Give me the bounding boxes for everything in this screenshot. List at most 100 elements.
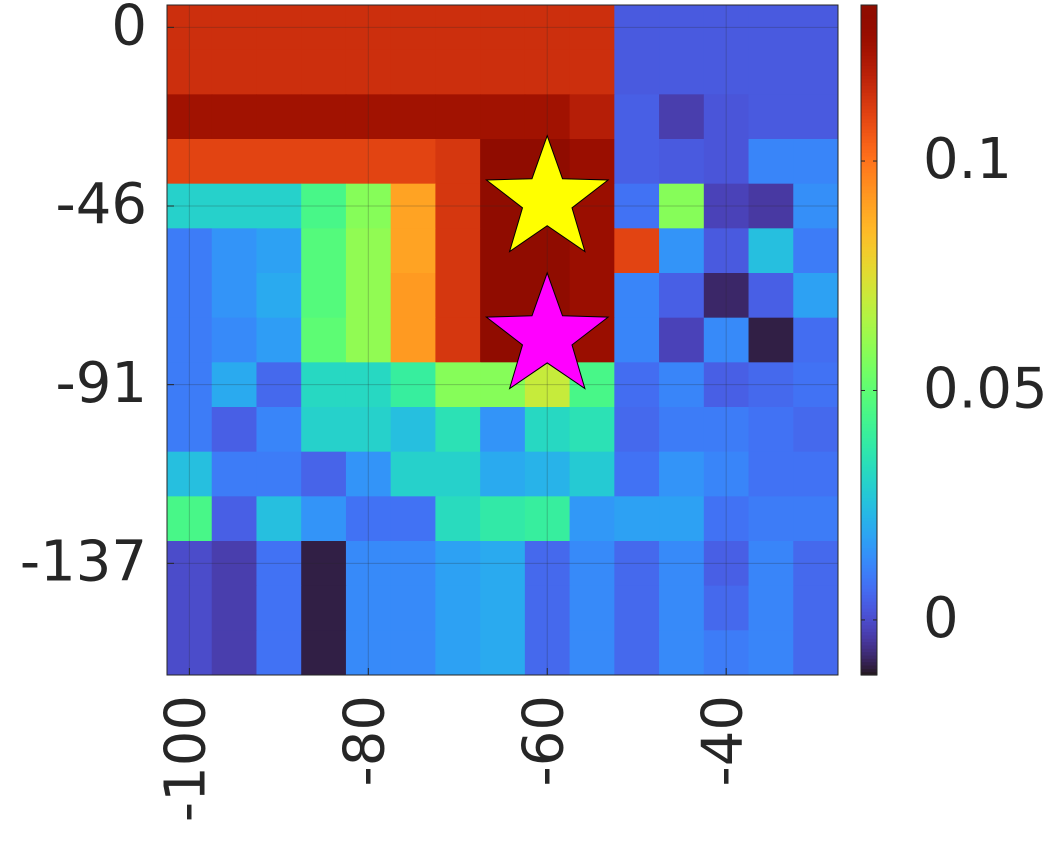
colorbar-swatch bbox=[861, 242, 877, 247]
cell bbox=[345, 94, 392, 140]
colorbar-swatch bbox=[861, 470, 877, 475]
cell bbox=[659, 228, 705, 274]
cell bbox=[301, 496, 347, 542]
colorbar-swatch bbox=[861, 149, 877, 153]
colorbar-swatch bbox=[861, 611, 877, 616]
x-tick-label: -80 bbox=[332, 695, 397, 786]
cell bbox=[390, 362, 436, 408]
colorbar-swatch bbox=[861, 517, 877, 522]
cell bbox=[659, 183, 705, 229]
colorbar-swatch bbox=[861, 561, 877, 566]
cell bbox=[703, 541, 750, 587]
colorbar-swatch bbox=[861, 266, 877, 271]
colorbar-swatch bbox=[861, 326, 877, 331]
colorbar-tick-label: 0.1 bbox=[923, 127, 1012, 192]
cell bbox=[345, 273, 392, 319]
cell bbox=[703, 49, 750, 95]
colorbar-swatch bbox=[861, 72, 877, 76]
colorbar-swatch bbox=[861, 219, 877, 224]
cell bbox=[167, 362, 213, 408]
cell bbox=[345, 183, 392, 229]
colorbar-swatch bbox=[861, 477, 877, 482]
cell bbox=[480, 451, 526, 497]
colorbar-swatch bbox=[861, 487, 877, 492]
colorbar-swatch bbox=[861, 135, 877, 140]
colorbar-swatch bbox=[861, 427, 877, 432]
colorbar-swatch bbox=[861, 306, 877, 311]
cell bbox=[793, 451, 839, 497]
colorbar-swatch bbox=[861, 383, 877, 388]
cell bbox=[569, 585, 615, 631]
colorbar-swatch bbox=[861, 35, 877, 40]
colorbar-swatch bbox=[861, 259, 877, 264]
cell bbox=[211, 541, 257, 587]
colorbar-swatch bbox=[861, 641, 877, 646]
colorbar-swatch bbox=[861, 192, 877, 197]
colorbar-swatch bbox=[861, 510, 877, 515]
colorbar-swatch bbox=[861, 336, 877, 341]
colorbar-swatch bbox=[861, 78, 877, 83]
cell bbox=[703, 407, 750, 453]
colorbar-swatch bbox=[861, 252, 877, 257]
colorbar-tick-label: 0.05 bbox=[923, 357, 1048, 422]
colorbar-swatch bbox=[861, 514, 877, 519]
colorbar-swatch bbox=[861, 98, 877, 103]
colorbar-swatch bbox=[861, 654, 877, 659]
cell bbox=[390, 183, 436, 229]
cell bbox=[524, 94, 571, 140]
colorbar-swatch bbox=[861, 410, 877, 415]
colorbar-swatch bbox=[861, 195, 877, 200]
colorbar-swatch bbox=[861, 125, 877, 130]
colorbar-swatch bbox=[861, 386, 877, 391]
cell bbox=[435, 273, 481, 319]
cell bbox=[256, 228, 302, 274]
colorbar-swatch bbox=[861, 340, 877, 344]
colorbar-swatch bbox=[861, 293, 877, 298]
colorbar-swatch bbox=[861, 608, 877, 612]
cell bbox=[390, 49, 436, 95]
colorbar-swatch bbox=[861, 88, 877, 93]
cell bbox=[569, 5, 615, 51]
colorbar-frame bbox=[860, 4, 878, 676]
colorbar-swatch bbox=[861, 413, 877, 418]
cell bbox=[480, 94, 526, 140]
colorbar-swatch bbox=[861, 236, 877, 241]
colorbar-swatch bbox=[861, 152, 877, 157]
colorbar-swatch bbox=[861, 494, 877, 499]
colorbar-swatch bbox=[861, 530, 877, 535]
colorbar-swatch bbox=[861, 440, 877, 445]
colorbar-swatch bbox=[861, 25, 877, 30]
cell bbox=[524, 407, 571, 453]
cell bbox=[659, 496, 705, 542]
cell bbox=[614, 541, 660, 587]
colorbar-swatch bbox=[861, 591, 877, 596]
cell bbox=[256, 49, 302, 95]
colorbar-swatch bbox=[861, 95, 877, 100]
colorbar-swatch bbox=[861, 594, 877, 599]
cell bbox=[211, 139, 257, 185]
cell bbox=[748, 228, 794, 274]
colorbar-swatch bbox=[861, 296, 877, 301]
cell bbox=[345, 451, 392, 497]
cell bbox=[390, 273, 436, 319]
colorbar-swatch bbox=[861, 584, 877, 589]
colorbar-swatch bbox=[861, 8, 877, 13]
cell bbox=[167, 451, 213, 497]
cell bbox=[435, 630, 481, 676]
cell bbox=[390, 451, 436, 497]
colorbar-swatch bbox=[861, 564, 877, 569]
cell bbox=[614, 585, 660, 631]
cell bbox=[748, 5, 794, 51]
colorbar-swatch bbox=[861, 541, 877, 545]
cell bbox=[256, 451, 302, 497]
x-tick-label: -60 bbox=[511, 695, 576, 786]
colorbar-swatch bbox=[861, 139, 877, 143]
cell bbox=[793, 5, 839, 51]
cell bbox=[614, 94, 660, 140]
colorbar-swatch bbox=[861, 601, 877, 606]
cell bbox=[390, 5, 436, 51]
cell bbox=[703, 94, 750, 140]
star-marker bbox=[484, 134, 610, 253]
colorbar-swatch bbox=[861, 537, 877, 542]
